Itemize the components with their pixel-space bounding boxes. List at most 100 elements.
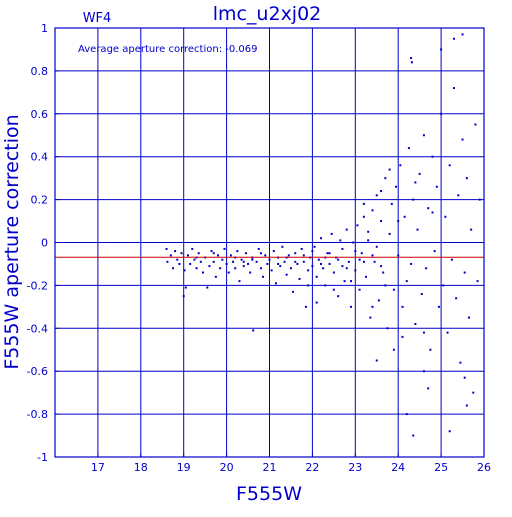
data-point — [307, 284, 310, 287]
y-axis-label: F555W aperture correction — [1, 114, 23, 369]
data-point — [375, 359, 378, 362]
data-point — [388, 232, 391, 235]
data-point — [380, 220, 383, 223]
y-tick-label: 0.6 — [31, 108, 49, 121]
data-point — [395, 185, 398, 188]
data-point — [302, 254, 305, 257]
axis-ticks: 17 18 19 20 21 22 23 24 25 26 -1 -0.8 -0.6 -0.4 -0.2 0 0… — [27, 22, 491, 474]
data-point — [257, 247, 260, 250]
data-point — [311, 265, 314, 268]
data-point — [375, 194, 378, 197]
x-tick-label: 22 — [305, 461, 319, 474]
data-point — [217, 254, 220, 257]
data-point — [251, 258, 254, 261]
data-point — [356, 224, 359, 227]
data-point — [412, 434, 415, 437]
data-point — [197, 252, 200, 255]
data-point — [166, 260, 169, 263]
data-point — [470, 228, 473, 231]
data-points — [165, 33, 481, 437]
data-point — [343, 280, 346, 283]
data-point — [452, 87, 455, 90]
data-point — [448, 430, 451, 433]
data-point — [403, 215, 406, 218]
x-tick-label: 21 — [263, 461, 277, 474]
data-point — [448, 164, 451, 167]
data-point — [210, 250, 213, 253]
data-point — [304, 305, 307, 308]
data-point — [313, 245, 316, 248]
data-point — [365, 275, 368, 278]
x-tick-label: 24 — [391, 461, 405, 474]
data-point — [392, 288, 395, 291]
data-point — [384, 177, 387, 180]
data-point — [410, 57, 413, 60]
data-point — [450, 258, 453, 261]
data-point — [315, 301, 318, 304]
data-point — [311, 250, 314, 253]
data-point — [358, 288, 361, 291]
data-point — [266, 262, 269, 265]
data-point — [382, 271, 385, 274]
x-tick-label: 19 — [177, 461, 191, 474]
data-point — [431, 211, 434, 214]
data-point — [182, 295, 185, 298]
data-point — [371, 305, 374, 308]
data-point — [465, 404, 468, 407]
data-point — [236, 250, 239, 253]
data-point — [367, 230, 370, 233]
data-point — [193, 258, 196, 261]
data-point — [414, 181, 417, 184]
data-point — [418, 172, 421, 175]
data-point — [178, 262, 181, 265]
data-point — [407, 147, 410, 150]
data-point — [332, 288, 335, 291]
data-point — [410, 61, 413, 64]
data-point — [315, 275, 318, 278]
x-tick-label: 25 — [434, 461, 448, 474]
data-point — [296, 262, 299, 265]
data-point — [242, 265, 245, 268]
data-point — [165, 247, 168, 250]
data-point — [225, 262, 228, 265]
data-point — [287, 254, 290, 257]
data-point — [206, 286, 209, 289]
data-point — [422, 134, 425, 137]
data-point — [180, 252, 183, 255]
x-tick-label: 26 — [477, 461, 491, 474]
data-point — [388, 168, 391, 171]
data-point — [328, 252, 331, 255]
data-point — [292, 290, 295, 293]
data-point — [478, 198, 481, 201]
data-point — [350, 305, 353, 308]
data-point — [476, 280, 479, 283]
data-point — [214, 275, 217, 278]
data-point — [195, 267, 198, 270]
data-point — [212, 252, 215, 255]
data-point — [367, 239, 370, 242]
data-point — [289, 267, 292, 270]
data-point — [174, 250, 177, 253]
data-point — [252, 329, 255, 332]
plot-frame — [54, 27, 485, 458]
data-point — [300, 247, 303, 250]
data-point — [425, 267, 428, 270]
data-point — [219, 267, 222, 270]
data-point — [420, 292, 423, 295]
data-point — [422, 331, 425, 334]
data-point — [401, 305, 404, 308]
data-point — [272, 250, 275, 253]
data-point — [294, 260, 297, 263]
x-tick-label: 18 — [134, 461, 148, 474]
data-point — [442, 284, 445, 287]
data-point — [457, 194, 460, 197]
x-tick-label: 17 — [91, 461, 105, 474]
data-point — [326, 252, 329, 255]
data-point — [281, 245, 284, 248]
data-point — [375, 245, 378, 248]
data-point — [264, 254, 267, 257]
x-axis-label: F555W — [236, 483, 302, 505]
y-tick-label: 0 — [41, 237, 48, 250]
data-point — [362, 215, 365, 218]
data-point — [431, 155, 434, 158]
